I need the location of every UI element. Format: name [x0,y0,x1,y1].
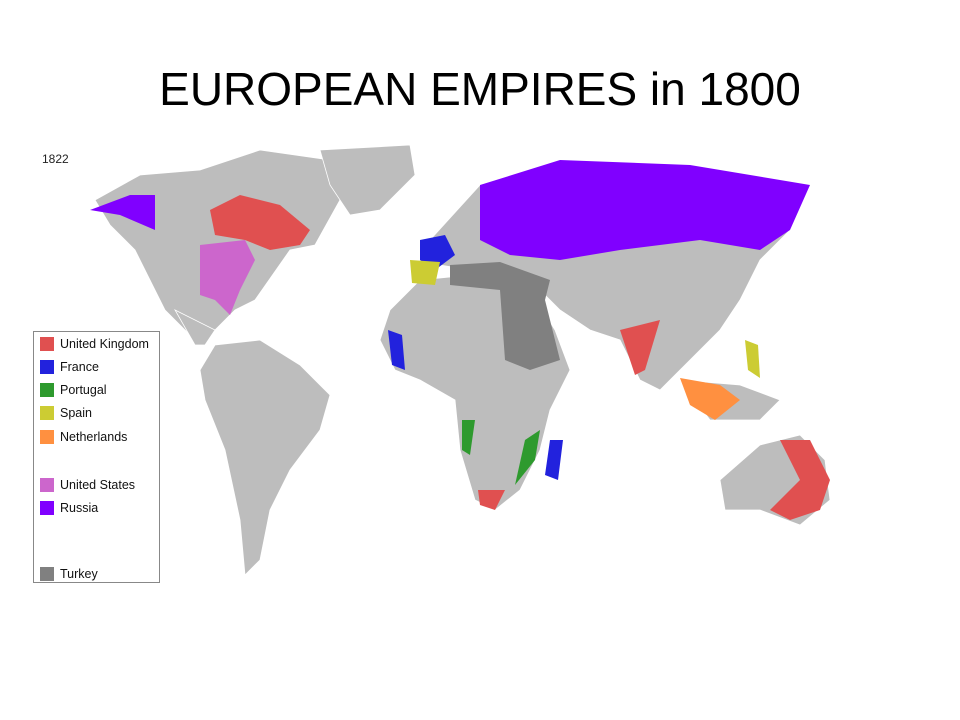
legend-label: France [60,360,99,374]
legend-label: Portugal [60,383,107,397]
legend-item-portugal: Portugal [40,383,107,397]
spain [410,260,440,285]
legend-swatch [40,567,54,581]
legend-swatch [40,383,54,397]
legend-item-france: France [40,360,99,374]
legend-label: United States [60,478,136,492]
portuguese-angola [462,420,475,455]
map-legend: United Kingdom France Portugal Spain Net… [33,331,160,583]
legend-item-netherlands: Netherlands [40,430,127,444]
legend-swatch [40,337,54,351]
russian-alaska [90,195,155,230]
legend-label: Spain [60,406,92,420]
legend-label: Turkey [60,567,98,581]
legend-swatch [40,501,54,515]
uk-india [620,320,660,375]
dutch-indonesia [680,378,740,420]
legend-swatch [40,430,54,444]
french-madagascar [545,440,563,480]
french-west-africa [388,330,405,370]
legend-label: Russia [60,501,99,515]
greenland [319,144,416,216]
uk-canada [210,195,310,250]
legend-item-russia: Russia [40,501,98,515]
united-states [200,240,255,315]
south-america [199,339,331,576]
ottoman [450,262,560,370]
spanish-philippines [745,340,760,378]
legend-swatch [40,406,54,420]
legend-label: Netherlands [60,430,128,444]
uk-australia [770,440,830,520]
legend-swatch [40,360,54,374]
map-year-label: 1822 [42,152,69,166]
legend-swatch [40,478,54,492]
legend-item-united-kingdom: United Kingdom [40,337,149,351]
legend-item-turkey: Turkey [40,567,98,581]
central-america [173,309,216,346]
slide-title: EUROPEAN EMPIRES in 1800 [159,63,801,115]
russia [480,160,810,260]
world-map [90,144,831,576]
legend-item-spain: Spain [40,406,92,420]
uk-cape [478,490,505,510]
legend-item-united-states: United States [40,478,135,492]
portuguese-mozambique [515,430,540,485]
legend-label: United Kingdom [60,337,149,351]
